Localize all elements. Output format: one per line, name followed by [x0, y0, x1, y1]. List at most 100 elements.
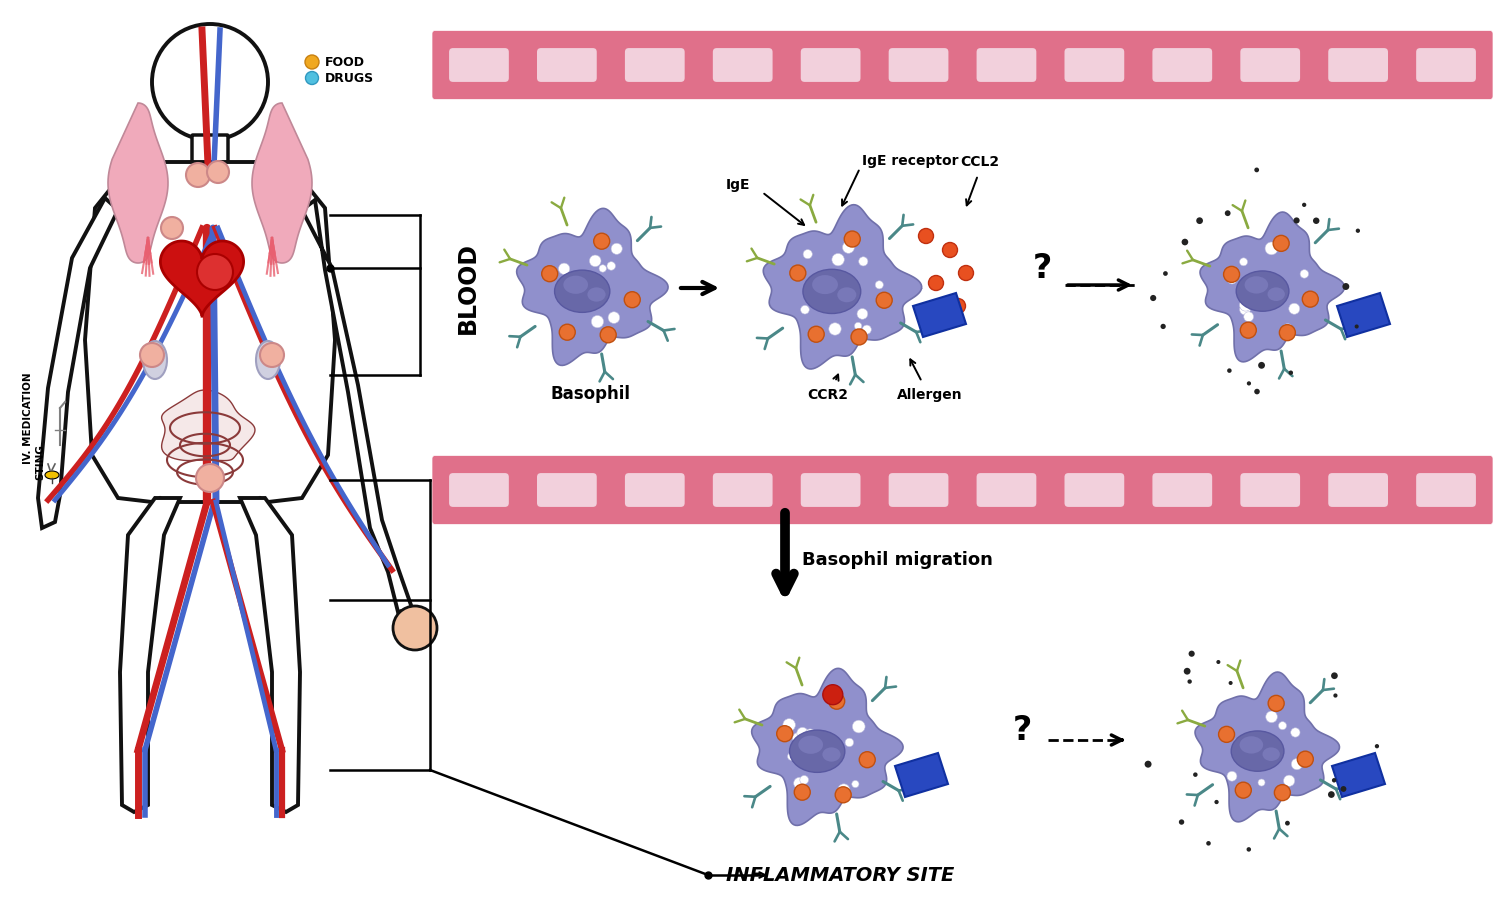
Circle shape [1341, 786, 1347, 792]
FancyBboxPatch shape [448, 472, 510, 508]
Circle shape [1302, 203, 1306, 207]
Ellipse shape [802, 269, 861, 313]
Ellipse shape [837, 288, 856, 302]
Circle shape [1260, 273, 1268, 281]
Circle shape [1206, 841, 1210, 845]
Circle shape [580, 282, 592, 293]
Circle shape [1342, 283, 1350, 290]
Circle shape [918, 229, 933, 243]
Circle shape [608, 312, 619, 324]
Circle shape [1246, 847, 1251, 852]
Circle shape [591, 315, 603, 328]
Circle shape [1278, 722, 1287, 729]
Text: FOOD: FOOD [326, 55, 364, 68]
Circle shape [842, 293, 854, 304]
Circle shape [792, 732, 804, 744]
Circle shape [1354, 325, 1359, 328]
Ellipse shape [1239, 737, 1263, 753]
Ellipse shape [1232, 731, 1284, 771]
FancyBboxPatch shape [432, 30, 1492, 100]
Circle shape [828, 693, 844, 709]
Circle shape [304, 55, 320, 69]
Circle shape [1215, 800, 1218, 804]
Circle shape [1182, 239, 1188, 245]
Circle shape [186, 163, 210, 187]
Text: CCL2: CCL2 [960, 155, 999, 169]
Circle shape [1228, 681, 1233, 685]
Circle shape [844, 739, 853, 747]
Circle shape [207, 161, 230, 183]
Text: BLOOD: BLOOD [456, 242, 480, 334]
Circle shape [839, 784, 850, 796]
FancyBboxPatch shape [888, 47, 950, 83]
Polygon shape [302, 200, 412, 612]
Circle shape [1192, 773, 1197, 777]
FancyBboxPatch shape [1239, 47, 1300, 83]
Circle shape [1184, 668, 1191, 675]
Polygon shape [108, 103, 168, 263]
Polygon shape [162, 390, 255, 461]
Circle shape [852, 720, 865, 733]
FancyBboxPatch shape [1152, 47, 1214, 83]
Circle shape [1284, 324, 1292, 333]
Circle shape [806, 729, 816, 739]
Ellipse shape [555, 270, 610, 313]
Circle shape [1292, 759, 1302, 770]
Circle shape [1264, 242, 1278, 254]
Circle shape [584, 293, 596, 305]
Ellipse shape [822, 748, 840, 762]
Circle shape [1244, 312, 1254, 322]
Text: DRUGS: DRUGS [326, 72, 374, 85]
Circle shape [1226, 210, 1230, 216]
Polygon shape [1200, 212, 1344, 361]
Circle shape [1179, 820, 1185, 825]
Ellipse shape [1263, 748, 1280, 761]
Circle shape [1188, 651, 1194, 656]
Circle shape [852, 780, 859, 787]
Circle shape [1288, 303, 1300, 314]
Circle shape [874, 280, 884, 289]
FancyBboxPatch shape [800, 47, 861, 83]
Polygon shape [752, 668, 903, 825]
Circle shape [1246, 382, 1251, 385]
Circle shape [1332, 778, 1336, 783]
Text: ?: ? [1013, 714, 1032, 747]
Circle shape [802, 250, 813, 259]
Circle shape [393, 606, 436, 650]
Text: STING: STING [34, 444, 45, 480]
Polygon shape [516, 208, 668, 365]
Text: IgE receptor: IgE receptor [862, 154, 958, 168]
Circle shape [1286, 821, 1290, 825]
Circle shape [1268, 695, 1284, 712]
FancyBboxPatch shape [448, 47, 510, 83]
Circle shape [862, 325, 871, 334]
Circle shape [808, 326, 824, 342]
Circle shape [574, 284, 585, 295]
Circle shape [1302, 291, 1318, 307]
Circle shape [788, 752, 795, 761]
Circle shape [836, 786, 850, 803]
Text: CCR2: CCR2 [807, 388, 849, 402]
Circle shape [810, 750, 819, 758]
Ellipse shape [1236, 271, 1288, 312]
Circle shape [1254, 389, 1260, 395]
Polygon shape [1196, 672, 1340, 822]
Circle shape [624, 291, 640, 308]
FancyBboxPatch shape [888, 472, 950, 508]
Circle shape [856, 309, 868, 319]
Circle shape [196, 254, 232, 290]
Circle shape [928, 276, 944, 290]
Circle shape [1272, 743, 1282, 753]
FancyBboxPatch shape [1239, 472, 1300, 508]
Circle shape [859, 751, 876, 768]
Circle shape [801, 305, 810, 314]
Circle shape [260, 343, 284, 367]
Circle shape [306, 72, 318, 85]
Text: INFLAMMATORY SITE: INFLAMMATORY SITE [726, 866, 954, 884]
Circle shape [1216, 660, 1221, 664]
Circle shape [918, 313, 933, 327]
FancyBboxPatch shape [1152, 472, 1214, 508]
Circle shape [833, 254, 844, 266]
FancyBboxPatch shape [975, 472, 1038, 508]
Text: Basophil migration: Basophil migration [802, 551, 993, 569]
